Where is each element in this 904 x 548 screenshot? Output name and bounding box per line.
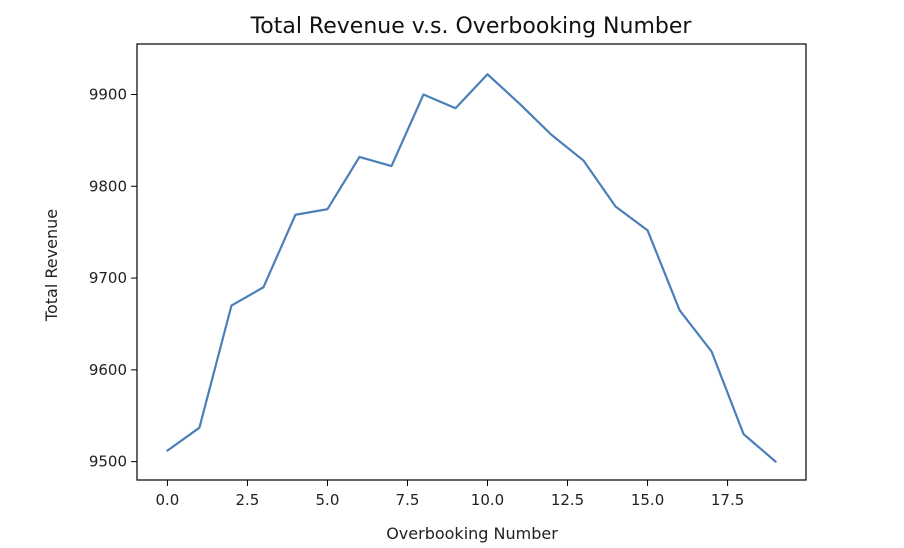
y-tick-label: 9600 [89, 361, 127, 379]
chart-title: Total Revenue v.s. Overbooking Number [250, 14, 693, 39]
series-group [166, 73, 777, 463]
x-axis: 0.0 2.5 5.0 7.5 10.0 12.5 15.0 17.5 [155, 480, 744, 509]
y-axis-label: Total Revenue [42, 209, 61, 322]
x-tick-label: 10.0 [471, 491, 504, 509]
x-tick-label: 12.5 [551, 491, 584, 509]
plot-frame [136, 43, 807, 481]
x-tick-label: 15.0 [631, 491, 664, 509]
y-tick-label: 9500 [89, 453, 127, 471]
x-tick-label: 5.0 [316, 491, 340, 509]
x-axis-label: Overbooking Number [386, 524, 558, 543]
x-tick-label: 0.0 [155, 491, 179, 509]
x-tick-label: 7.5 [396, 491, 420, 509]
series-line-0 [166, 73, 777, 463]
x-tick-label: 17.5 [711, 491, 744, 509]
y-tick-label: 9700 [89, 269, 127, 287]
y-axis: 9500 9600 9700 9800 9900 [89, 85, 137, 471]
y-tick-label: 9900 [89, 85, 127, 103]
y-tick-label: 9800 [89, 177, 127, 195]
x-tick-label: 2.5 [236, 491, 260, 509]
